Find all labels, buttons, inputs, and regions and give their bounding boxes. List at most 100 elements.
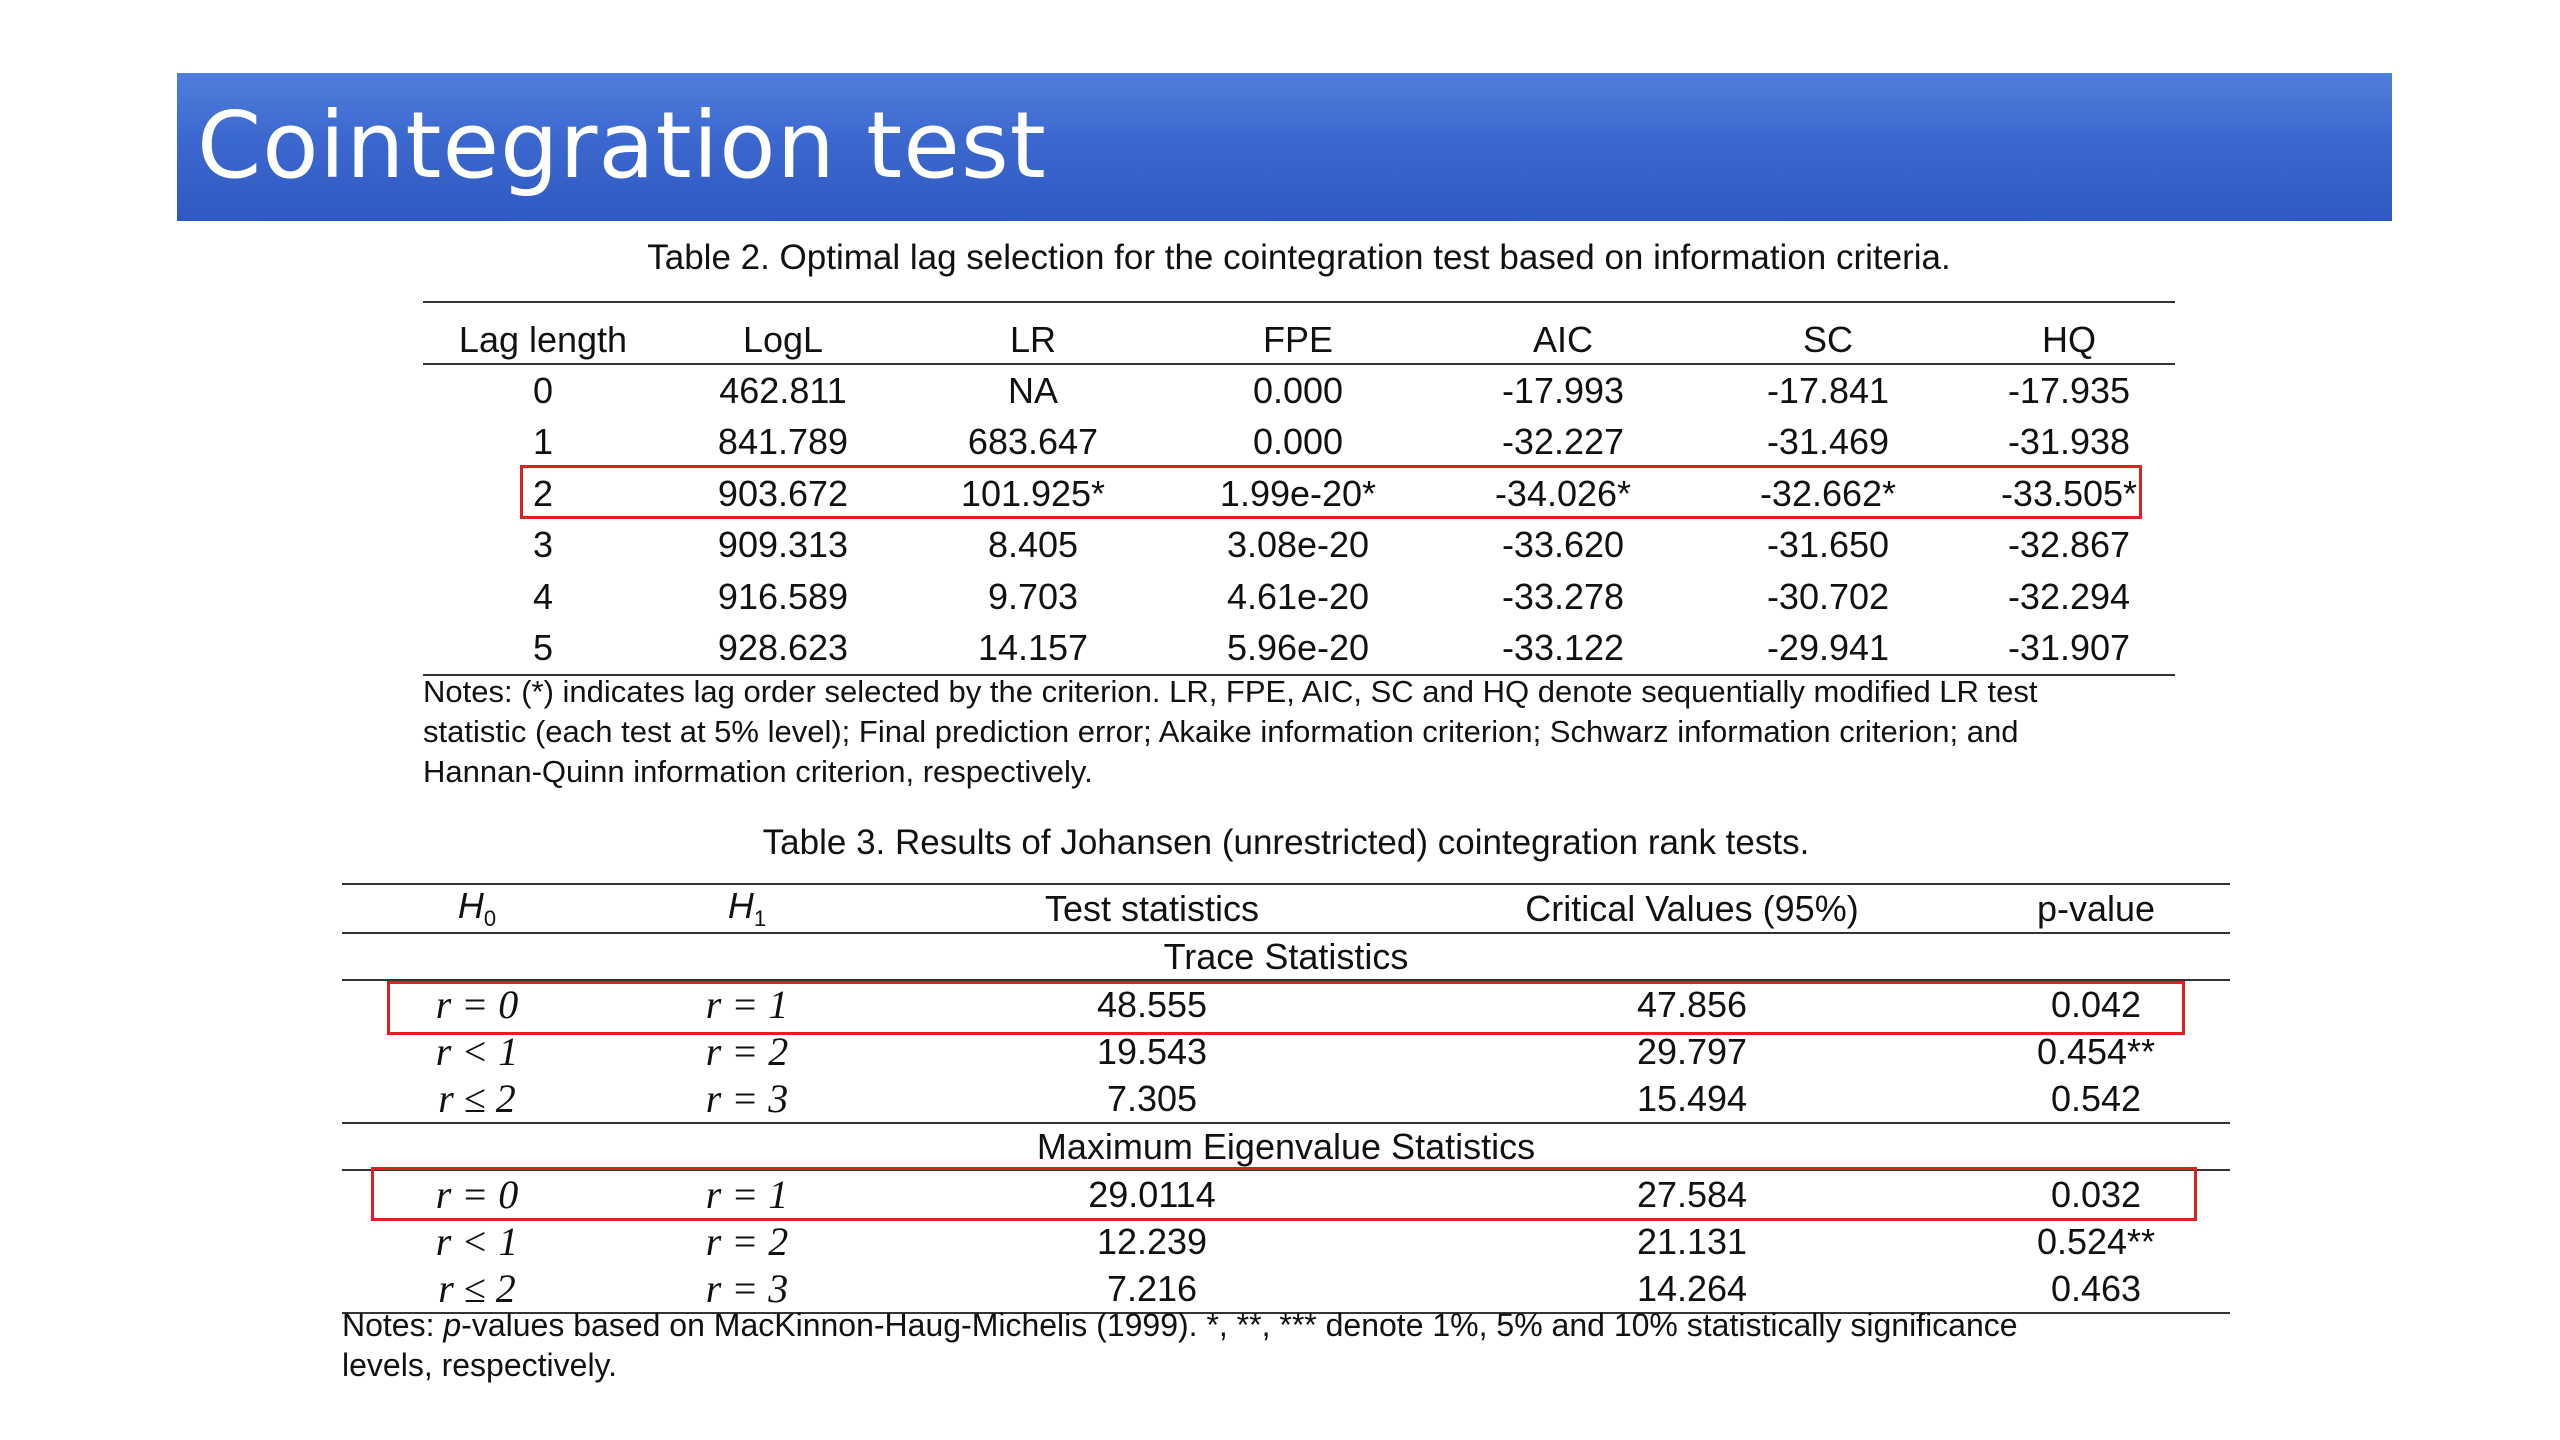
stat-cell: 7.305 <box>882 1075 1422 1125</box>
column-header-p-value: p-value <box>1962 882 2230 935</box>
table3-notes-line: Notes: p-values based on MacKinnon-Haug-… <box>342 1307 2018 1343</box>
table-cell: -31.938 <box>2007 421 2131 463</box>
table-cell: -33.278 <box>1501 575 1625 617</box>
table-cell: 4 <box>532 575 554 617</box>
h1-cell: r = 2 <box>705 1029 789 1075</box>
table3-caption: Table 3. Results of Johansen (unrestrict… <box>762 823 1810 862</box>
table-cell: -30.702 <box>1766 575 1890 617</box>
table-cell: 841.789 <box>717 421 849 463</box>
column-header-hq: HQ <box>1963 301 2175 365</box>
table-row: r < 1 r = 2 12.239 21.131 0.524** <box>342 1218 2230 1265</box>
table-cell: 2 <box>532 472 554 514</box>
johansen-rank-table: H0 H1 Test statistics Critical Values (9… <box>342 882 2230 1315</box>
table-row-selected-lag: 2 903.672 101.925* 1.99e-20* -34.026* -3… <box>423 468 2175 520</box>
h0-cell: r < 1 <box>435 1029 519 1075</box>
p-cell: 0.463 <box>1962 1265 2230 1315</box>
stat-cell: 7.216 <box>882 1265 1422 1315</box>
table-cell: -33.620 <box>1501 524 1625 566</box>
table-cell: -34.026* <box>1494 472 1632 514</box>
table-cell: 683.647 <box>967 421 1099 463</box>
table-cell: -32.294 <box>2007 575 2131 617</box>
table-cell: -31.907 <box>1963 622 2175 676</box>
table2-notes-line: Notes: (*) indicates lag order selected … <box>423 674 2038 709</box>
h0-cell: r = 0 <box>435 1172 519 1218</box>
table-row: r = 0 r = 1 29.0114 27.584 0.032 <box>342 1170 2230 1218</box>
table-cell: -33.122 <box>1433 622 1693 676</box>
crit-cell: 47.856 <box>1636 983 1748 1025</box>
table-cell: 3 <box>532 524 554 566</box>
table-cell: 1.99e-20* <box>1219 472 1377 514</box>
table-cell: -29.941 <box>1693 622 1963 676</box>
table-cell: 462.811 <box>719 369 847 411</box>
p-cell: 0.032 <box>2050 1173 2142 1215</box>
table-cell: -32.227 <box>1501 421 1625 463</box>
section-label-max-eigenvalue: Maximum Eigenvalue Statistics <box>342 1123 2230 1172</box>
section-header-row: Trace Statistics <box>342 933 2230 982</box>
table-cell: 909.313 <box>717 524 849 566</box>
p-cell: 0.542 <box>1962 1075 2230 1125</box>
table-header-row: Lag length LogL LR FPE AIC SC HQ <box>423 301 2175 365</box>
table3-notes-line: levels, respectively. <box>342 1347 618 1383</box>
table-cell: -33.505* <box>2000 472 2138 514</box>
title-banner: Cointegration test <box>177 73 2392 221</box>
table-cell: -17.841 <box>1766 369 1890 411</box>
table-row: 1 841.789 683.647 0.000 -32.227 -31.469 … <box>423 417 2175 469</box>
table-cell: -17.935 <box>2007 369 2131 411</box>
column-header-aic: AIC <box>1433 301 1693 365</box>
h1-cell: r = 1 <box>705 982 789 1028</box>
column-header-fpe: FPE <box>1163 301 1433 365</box>
table-cell: -31.650 <box>1766 524 1890 566</box>
table-cell: 5 <box>423 622 663 676</box>
table-row: r ≤ 2 r = 3 7.216 14.264 0.463 <box>342 1265 2230 1315</box>
table-cell: 4.61e-20 <box>1226 575 1370 617</box>
table-cell: -32.867 <box>2007 524 2131 566</box>
table-cell: 903.672 <box>717 472 849 514</box>
table2-notes-line: Hannan-Quinn information criterion, resp… <box>423 754 1093 789</box>
p-cell: 0.042 <box>2050 983 2142 1025</box>
column-header-h0: H0 <box>342 882 612 935</box>
section-header-row: Maximum Eigenvalue Statistics <box>342 1123 2230 1172</box>
table-cell: 5.96e-20 <box>1163 622 1433 676</box>
column-header-critical-values: Critical Values (95%) <box>1422 882 1962 935</box>
h0-cell: r ≤ 2 <box>342 1075 612 1125</box>
h1-cell: r = 3 <box>612 1265 882 1315</box>
h0-cell: r = 0 <box>435 982 519 1028</box>
table-row: 0 462.811 NA 0.000 -17.993 -17.841 -17.9… <box>423 364 2175 417</box>
stat-cell: 29.0114 <box>1088 1173 1216 1215</box>
crit-cell: 14.264 <box>1422 1265 1962 1315</box>
h1-cell: r = 2 <box>705 1219 789 1265</box>
table-row: r < 1 r = 2 19.543 29.797 0.454** <box>342 1028 2230 1075</box>
table-cell: NA <box>1007 369 1058 411</box>
crit-cell: 21.131 <box>1636 1220 1748 1262</box>
table-cell: 0 <box>532 369 554 411</box>
table-cell: 0.000 <box>1252 421 1344 463</box>
column-header-sc: SC <box>1693 301 1963 365</box>
h1-cell: r = 3 <box>612 1075 882 1125</box>
p-cell: 0.524** <box>2036 1220 2156 1262</box>
crit-cell: 27.584 <box>1636 1173 1748 1215</box>
table3-notes: Notes: p-values based on MacKinnon-Haug-… <box>342 1305 2242 1385</box>
column-header-lr: LR <box>903 301 1163 365</box>
table2-notes: Notes: (*) indicates lag order selected … <box>423 672 2223 792</box>
table-cell: 8.405 <box>987 524 1079 566</box>
table-row: 4 916.589 9.703 4.61e-20 -33.278 -30.702… <box>423 571 2175 623</box>
table-cell: 101.925* <box>960 472 1106 514</box>
table-cell: 0.000 <box>1252 369 1344 411</box>
column-header-lag-length: Lag length <box>423 301 663 365</box>
column-header-test-statistics: Test statistics <box>882 882 1422 935</box>
h0-cell: r ≤ 2 <box>342 1265 612 1315</box>
table-row: 5 928.623 14.157 5.96e-20 -33.122 -29.94… <box>423 622 2175 676</box>
crit-cell: 29.797 <box>1636 1030 1748 1072</box>
p-cell: 0.454** <box>2036 1030 2156 1072</box>
table-cell: -17.993 <box>1501 369 1625 411</box>
table-cell: 14.157 <box>903 622 1163 676</box>
table-header-row: H0 H1 Test statistics Critical Values (9… <box>342 882 2230 935</box>
table-cell: 1 <box>532 421 554 463</box>
crit-cell: 15.494 <box>1422 1075 1962 1125</box>
table2-caption: Table 2. Optimal lag selection for the c… <box>647 238 1951 277</box>
section-label-trace: Trace Statistics <box>342 933 2230 982</box>
column-header-logl: LogL <box>663 301 903 365</box>
h0-cell: r < 1 <box>435 1219 519 1265</box>
h1-cell: r = 1 <box>705 1172 789 1218</box>
stat-cell: 19.543 <box>1096 1030 1208 1072</box>
